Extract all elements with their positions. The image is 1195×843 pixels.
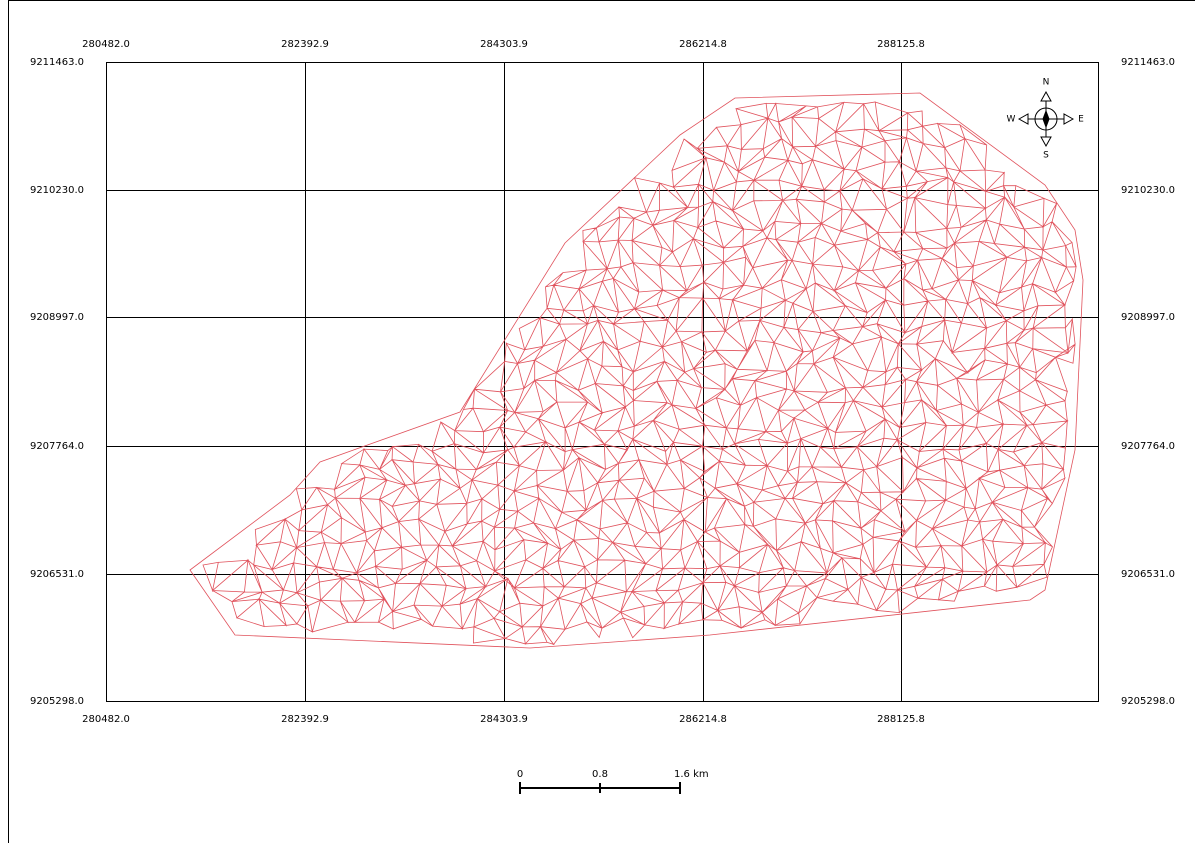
left-label: 9210230.0 xyxy=(30,185,84,196)
bottom-label: 286214.8 xyxy=(679,714,727,725)
right-label: 9210230.0 xyxy=(1121,185,1175,196)
compass-n: N xyxy=(1043,78,1050,88)
bottom-label: 288125.8 xyxy=(877,714,925,725)
top-label: 284303.9 xyxy=(480,39,528,50)
top-label: 280482.0 xyxy=(82,39,130,50)
right-label: 9206531.0 xyxy=(1121,569,1175,580)
scale-label: 1.6 km xyxy=(674,769,709,780)
tin-mesh xyxy=(190,93,1083,648)
top-label: 282392.9 xyxy=(281,39,329,50)
top-label: 286214.8 xyxy=(679,39,727,50)
bottom-label: 280482.0 xyxy=(82,714,130,725)
map-view: 280482.0 280482.0 282392.9 282392.9 284303.9… xyxy=(0,0,1195,843)
left-label: 9206531.0 xyxy=(30,569,84,580)
right-label: 9211463.0 xyxy=(1121,57,1175,68)
bottom-label: 284303.9 xyxy=(480,714,528,725)
compass-s: S xyxy=(1043,151,1049,161)
compass xyxy=(1019,92,1073,146)
compass-e: E xyxy=(1078,115,1084,125)
scale-label: 0 xyxy=(517,769,523,780)
top-label: 288125.8 xyxy=(877,39,925,50)
compass-w: W xyxy=(1007,115,1016,125)
left-label: 9205298.0 xyxy=(30,696,84,707)
grid xyxy=(106,62,1098,701)
scale-label: 0.8 xyxy=(592,769,608,780)
left-label: 9208997.0 xyxy=(30,312,84,323)
bottom-label: 282392.9 xyxy=(281,714,329,725)
right-label: 9207764.0 xyxy=(1121,441,1175,452)
left-label: 9211463.0 xyxy=(30,57,84,68)
right-label: 9205298.0 xyxy=(1121,696,1175,707)
map-frame xyxy=(107,63,1099,702)
left-label: 9207764.0 xyxy=(30,441,84,452)
right-label: 9208997.0 xyxy=(1121,312,1175,323)
scale-bar xyxy=(520,782,680,794)
